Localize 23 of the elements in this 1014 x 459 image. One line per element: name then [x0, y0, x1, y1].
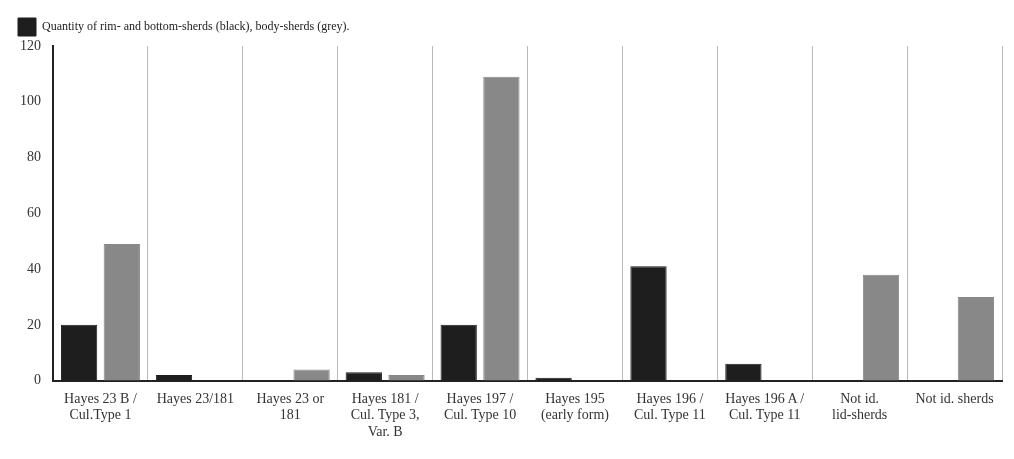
- x-tick-label: Hayes 197 / Cul. Type 10: [443, 390, 517, 423]
- y-tick-label: 80: [27, 149, 41, 165]
- x-tick-label: Hayes 23/181: [156, 390, 235, 406]
- bar: [103, 243, 140, 381]
- x-tick-label: Hayes 196 A / Cul. Type 11: [725, 390, 805, 423]
- bar: [483, 76, 520, 381]
- y-tick-label: 120: [20, 37, 41, 53]
- legend-label: Quantity of rim- and bottom-sherds (black), body-sherds (grey).: [42, 19, 350, 34]
- y-tick-label: 100: [20, 93, 41, 109]
- bar: [293, 369, 330, 381]
- x-tick-label: Hayes 181 / Cul. Type 3, Var. B: [350, 390, 420, 440]
- x-tick-label: Hayes 23 B / Cul.Type 1: [64, 390, 137, 423]
- y-tick-label: 60: [27, 204, 41, 220]
- bar: [957, 296, 995, 381]
- y-tick-label: 40: [27, 260, 41, 276]
- bar: [862, 274, 900, 381]
- x-tick-label: Not id. lid-sherds: [832, 390, 888, 423]
- x-tick-label: Hayes 23 or 181: [256, 390, 325, 423]
- x-tick-label: Not id. sherds: [915, 390, 994, 406]
- y-tick-label: 20: [27, 316, 41, 332]
- x-tick-label: Hayes 196 / Cul. Type 11: [633, 390, 706, 423]
- y-tick-label: 0: [34, 372, 41, 388]
- x-tick-label: Hayes 195 (early form): [540, 390, 610, 424]
